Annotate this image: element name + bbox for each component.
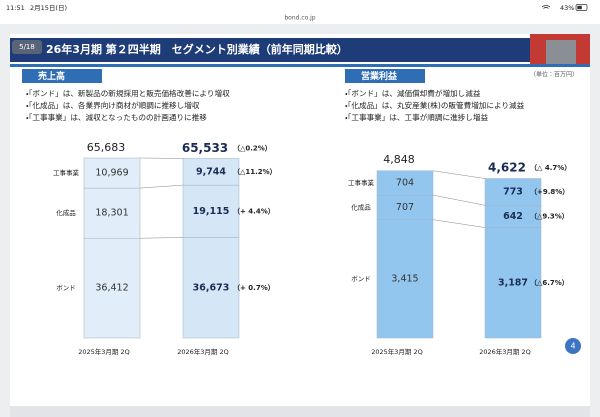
- change-label: （+ 4.4%）: [233, 207, 275, 215]
- change-label: （△9.3%）: [530, 212, 569, 220]
- value-label: 18,301: [95, 208, 128, 219]
- page-number: 4: [570, 342, 575, 351]
- battery-icon: [575, 4, 588, 11]
- bar-segment: [376, 170, 434, 196]
- bullet-text: ・「ボンド」は、新製品の新規採用と販売価格改善により増収: [26, 88, 230, 98]
- wifi-icon: [541, 5, 551, 9]
- connector-line: [139, 184, 184, 189]
- value-label: 642: [503, 211, 523, 222]
- segment-name: 化成品: [56, 208, 76, 217]
- connector-line: [139, 237, 184, 239]
- total-label: 4,622: [488, 160, 526, 174]
- section-label-box: [22, 69, 102, 83]
- value-label: 19,115: [193, 206, 230, 217]
- total-label: 65,683: [87, 141, 126, 154]
- total-change-label: （△0.2%）: [233, 144, 272, 152]
- bar-segment: [182, 184, 240, 238]
- bullet-text: ・「工事事業」は、工事が順調に進捗し増益: [345, 112, 488, 122]
- bullet-text: ・「工事事業」は、減収となったものの計画通りに推移: [26, 112, 207, 122]
- slide-header: [10, 38, 530, 62]
- value-label: 704: [396, 177, 414, 188]
- connector-line: [432, 170, 486, 179]
- bullet-text: ・「ボンド」は、減価償却費が増加し減益: [345, 88, 481, 98]
- header-photo-building: [546, 40, 576, 64]
- bar-segment: [182, 237, 240, 339]
- page-indicator: [12, 40, 42, 54]
- bar-segment: [484, 178, 542, 206]
- section-label: 営業利益: [361, 70, 398, 82]
- bullet-text: ・「化成品」は、丸安産業(株)の販管費増加により減益: [345, 100, 525, 110]
- value-label: 36,412: [95, 283, 128, 294]
- total-label: 4,848: [383, 153, 415, 166]
- section-label: 売上高: [38, 70, 65, 82]
- date: 2月15日(日): [30, 4, 67, 12]
- bar-segment: [484, 227, 542, 339]
- time: 11:51: [6, 4, 25, 12]
- change-label: （+9.8%）: [530, 188, 569, 196]
- status-bar: [0, 0, 600, 24]
- bar-segment: [83, 237, 141, 339]
- bar-segment: [376, 219, 434, 339]
- connector-line: [432, 219, 486, 228]
- battery-fill: [577, 5, 582, 10]
- bar-segment: [83, 187, 141, 239]
- value-label: 3,415: [391, 273, 418, 284]
- value-label: 10,969: [95, 168, 128, 179]
- x-tick-label: 2025年3月期 2Q: [78, 347, 130, 356]
- connector-line: [432, 194, 486, 206]
- change-label: （+ 0.7%）: [233, 284, 275, 292]
- x-tick-label: 2025年3月期 2Q: [371, 347, 423, 356]
- battery-level: 43%: [560, 4, 574, 12]
- value-label: 707: [396, 202, 414, 213]
- bar-segment: [376, 194, 434, 220]
- change-label: （△6.7%）: [530, 279, 569, 287]
- value-label: 773: [503, 186, 523, 197]
- bullet-text: ・「化成品」は、各業界向け商材が順調に推移し増収: [26, 100, 200, 110]
- value-label: 36,673: [193, 282, 230, 293]
- segment-name: ボンド: [351, 275, 371, 283]
- page-number-badge: [565, 338, 581, 354]
- value-label: 9,744: [196, 166, 226, 177]
- x-tick-label: 2026年3月期 2Q: [177, 347, 229, 356]
- page-indicator-text: 5/18: [19, 43, 35, 51]
- unit-label: （単位：百万円）: [530, 71, 578, 79]
- slide-title: 26年3月期 第２四半期 セグメント別業績（前年同期比較）: [46, 42, 348, 56]
- bottom-margin: [10, 406, 590, 417]
- total-label: 65,533: [182, 141, 228, 155]
- segment-name: 工事事業: [348, 178, 375, 187]
- bar-segment: [182, 158, 240, 186]
- segment-name: ボンド: [56, 284, 76, 292]
- change-label: （△11.2%）: [233, 168, 277, 176]
- segment-name: 工事事業: [53, 168, 80, 177]
- section-label-box: [345, 69, 425, 83]
- value-label: 3,187: [498, 277, 528, 288]
- segment-name: 化成品: [351, 202, 371, 211]
- header-rule: [10, 64, 590, 67]
- url: bond.co.jp: [284, 15, 315, 22]
- bar-segment: [83, 157, 141, 189]
- x-tick-label: 2026年3月期 2Q: [479, 347, 531, 356]
- total-change-label: （△ 4.7%）: [530, 164, 571, 172]
